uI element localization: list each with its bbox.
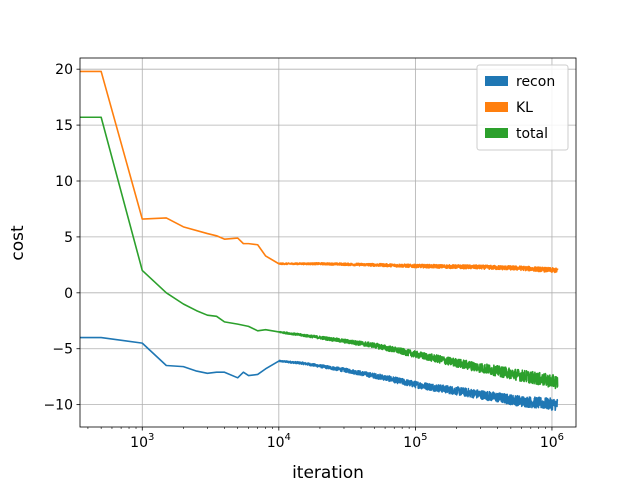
x-tick-label: 104 — [267, 432, 291, 451]
x-axis-label: iteration — [292, 463, 364, 480]
y-tick-label: 5 — [64, 230, 73, 246]
legend: recon KL total — [476, 64, 569, 151]
series-line-recon — [80, 336, 559, 411]
x-tick-label: 105 — [403, 432, 427, 451]
y-axis: −10 −5 0 5 10 15 20 — [43, 62, 80, 414]
y-tick-label: −5 — [52, 342, 73, 358]
legend-label-recon: recon — [516, 74, 555, 90]
y-tick-label: −10 — [43, 398, 73, 414]
legend-label-total: total — [516, 126, 548, 142]
legend-swatch-recon — [485, 76, 508, 86]
x-tick-label: 106 — [540, 432, 564, 451]
plot-frame — [79, 57, 577, 428]
series-layer — [80, 70, 559, 411]
x-tick-label: 103 — [130, 432, 154, 451]
legend-swatch-kl — [485, 102, 508, 112]
y-tick-label: 10 — [55, 174, 73, 190]
legend-swatch-total — [485, 128, 508, 138]
x-axis: 103 104 105 106 — [87, 427, 564, 451]
y-tick-label: 0 — [64, 286, 73, 302]
series-line-total — [80, 116, 559, 390]
y-tick-label: 15 — [55, 118, 73, 134]
y-tick-label: 20 — [55, 62, 73, 78]
y-axis-label: cost — [8, 225, 28, 261]
legend-label-kl: KL — [516, 100, 533, 116]
series-line-kl — [80, 70, 559, 274]
